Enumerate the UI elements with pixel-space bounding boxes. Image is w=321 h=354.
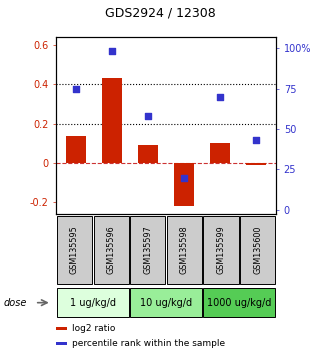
Text: 10 ug/kg/d: 10 ug/kg/d <box>140 298 192 308</box>
Bar <box>102 79 122 163</box>
Point <box>218 94 223 99</box>
Text: 1000 ug/kg/d: 1000 ug/kg/d <box>207 298 272 308</box>
Bar <box>56 342 67 345</box>
Bar <box>57 288 129 317</box>
Text: GSM135596: GSM135596 <box>107 225 116 274</box>
Text: GSM135600: GSM135600 <box>253 225 262 274</box>
Bar <box>246 163 266 165</box>
Bar <box>240 216 275 284</box>
Bar <box>204 288 275 317</box>
Point <box>109 48 115 54</box>
Text: percentile rank within the sample: percentile rank within the sample <box>72 339 225 348</box>
Point <box>74 86 79 91</box>
Point <box>182 175 187 181</box>
Point <box>254 137 259 143</box>
Text: dose: dose <box>3 298 27 308</box>
Bar <box>210 143 230 163</box>
Bar <box>57 216 92 284</box>
Text: GSM135598: GSM135598 <box>180 225 189 274</box>
Text: GSM135599: GSM135599 <box>217 225 226 274</box>
Bar <box>138 145 158 163</box>
Text: log2 ratio: log2 ratio <box>72 324 115 333</box>
Bar <box>56 327 67 330</box>
Point <box>145 113 151 119</box>
Text: GSM135595: GSM135595 <box>70 225 79 274</box>
Bar <box>130 216 165 284</box>
Bar <box>93 216 129 284</box>
Text: GDS2924 / 12308: GDS2924 / 12308 <box>105 6 216 19</box>
Text: 1 ug/kg/d: 1 ug/kg/d <box>70 298 116 308</box>
Bar <box>167 216 202 284</box>
Bar <box>66 136 86 163</box>
Bar <box>174 163 194 206</box>
Bar <box>204 216 239 284</box>
Text: GSM135597: GSM135597 <box>143 225 152 274</box>
Bar <box>130 288 202 317</box>
